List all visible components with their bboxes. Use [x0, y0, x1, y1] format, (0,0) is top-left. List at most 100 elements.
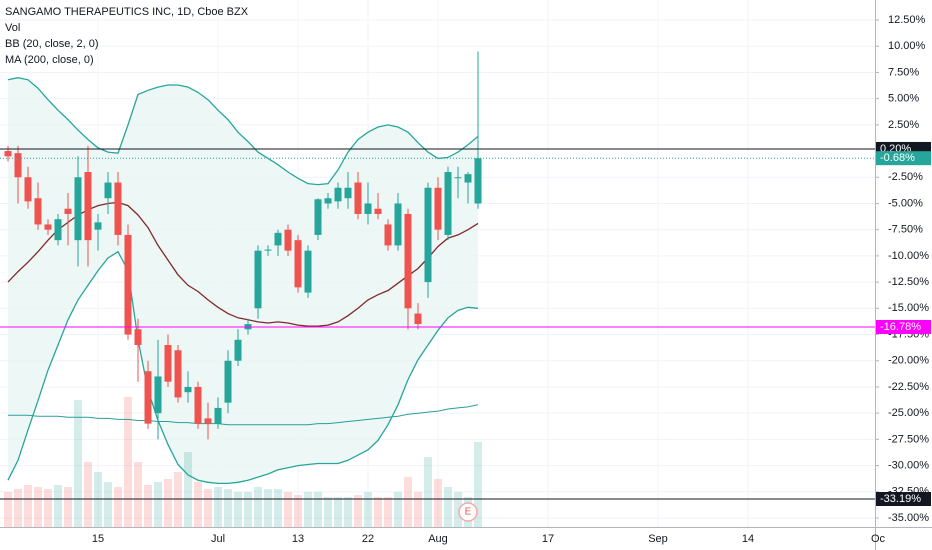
x-tick-label: Jul [211, 533, 225, 545]
y-tick-label: 7.50% [888, 66, 919, 78]
bb-upper-line [7, 77, 479, 186]
candle-body [234, 339, 242, 361]
y-tick-label: -7.50% [888, 224, 923, 236]
volume-bar [444, 487, 452, 527]
candle-body [364, 203, 372, 214]
legend-item: Vol [5, 22, 20, 34]
price-label: -16.78% [880, 321, 921, 333]
candle-body [354, 182, 362, 214]
volume-bar [324, 497, 332, 527]
candle-body [64, 208, 72, 214]
volume-bar [274, 489, 282, 527]
volume-bar [254, 487, 262, 527]
volume-bar [394, 492, 402, 527]
candle-body [224, 360, 232, 403]
candle-body [404, 213, 412, 309]
price-label-box [876, 151, 931, 166]
candle-body [154, 376, 162, 414]
candle-body [434, 187, 442, 230]
candle-body [344, 187, 352, 199]
volume-bar [14, 489, 22, 527]
y-tick-label: 2.50% [888, 119, 919, 131]
candle-body [34, 198, 42, 225]
x-tick-label: Aug [428, 533, 448, 545]
y-tick-label: 10.00% [888, 40, 926, 52]
y-tick-label: 5.00% [888, 93, 919, 105]
candle-body [294, 240, 302, 288]
x-tick-label: 14 [742, 533, 754, 545]
volume-bar [284, 492, 292, 527]
volume-bar [354, 495, 362, 527]
y-tick-label: -30.00% [888, 459, 929, 471]
candle-body [334, 187, 342, 202]
candle-body [144, 371, 152, 424]
y-tick-label: -25.00% [888, 407, 929, 419]
volume-bar [214, 487, 222, 527]
volume-bar [404, 477, 412, 527]
price-axis: 12.50% 10.00% 7.50% 5.00% 2.50% -2.50% -5.00% -… [875, 14, 931, 524]
y-tick-label: -10.00% [888, 250, 929, 262]
volume-bar [184, 452, 192, 527]
volume-bar [454, 492, 462, 527]
volume-bar [114, 487, 122, 527]
volume-bar [334, 497, 342, 527]
candle-body [274, 232, 282, 246]
candle-body [324, 198, 332, 204]
candle-body [214, 407, 222, 424]
candle-body [394, 203, 402, 246]
volume-bar [204, 489, 212, 527]
candle-body [4, 151, 12, 157]
candle-body [54, 219, 62, 241]
volume-bar [234, 492, 242, 527]
candle-body [424, 187, 432, 283]
volume-bar [314, 492, 322, 527]
legend-item: MA (200, close, 0) [5, 54, 94, 66]
volume-bar [34, 487, 42, 527]
candle-body [314, 199, 322, 235]
candle-body [374, 208, 382, 214]
earnings-label: E [465, 507, 472, 518]
volume-bar [134, 462, 142, 527]
candle-body [124, 234, 132, 335]
volume-bar [244, 492, 252, 527]
legend-item: BB (20, close, 2, 0) [5, 38, 99, 50]
candle-body [304, 250, 312, 293]
candle-body [254, 250, 262, 309]
volume-bar [24, 485, 32, 527]
candle-body [44, 224, 52, 230]
candle-body [444, 172, 452, 235]
bb-lower-line [7, 250, 479, 485]
volume-bar [4, 492, 12, 527]
volume-bar [64, 487, 72, 527]
chart-title: SANGAMO THERAPEUTICS INC, 1D, Cboe BZX [5, 6, 249, 18]
y-tick-label: -22.50% [888, 381, 929, 393]
candle-body [264, 249, 272, 251]
volume-bar [54, 485, 62, 527]
candle-body [454, 177, 462, 179]
volume-bar [74, 400, 82, 527]
volume-bar [224, 489, 232, 527]
y-tick-label: -20.00% [888, 355, 929, 367]
candle-body [194, 386, 202, 424]
volume-bar [414, 492, 422, 527]
candle-body [84, 172, 92, 241]
candle-body [24, 177, 32, 202]
volume-bar [424, 457, 432, 527]
volume-bar [374, 497, 382, 527]
x-tick-label: Oc [871, 533, 886, 545]
volume-bar [164, 479, 172, 527]
volume-bar [434, 479, 442, 527]
price-label: -33.19% [880, 493, 921, 505]
plot-area [0, 51, 875, 527]
y-tick-label: -27.50% [888, 433, 929, 445]
earnings-marker [458, 502, 478, 522]
candle-body [204, 418, 212, 424]
volume-bar [344, 497, 352, 527]
x-tick-label: 22 [362, 533, 374, 545]
ma-line [8, 404, 479, 426]
x-tick-label: 15 [92, 533, 104, 545]
candle-body [74, 177, 82, 241]
y-tick-label: -15.00% [888, 302, 929, 314]
price-label-box [876, 319, 931, 334]
